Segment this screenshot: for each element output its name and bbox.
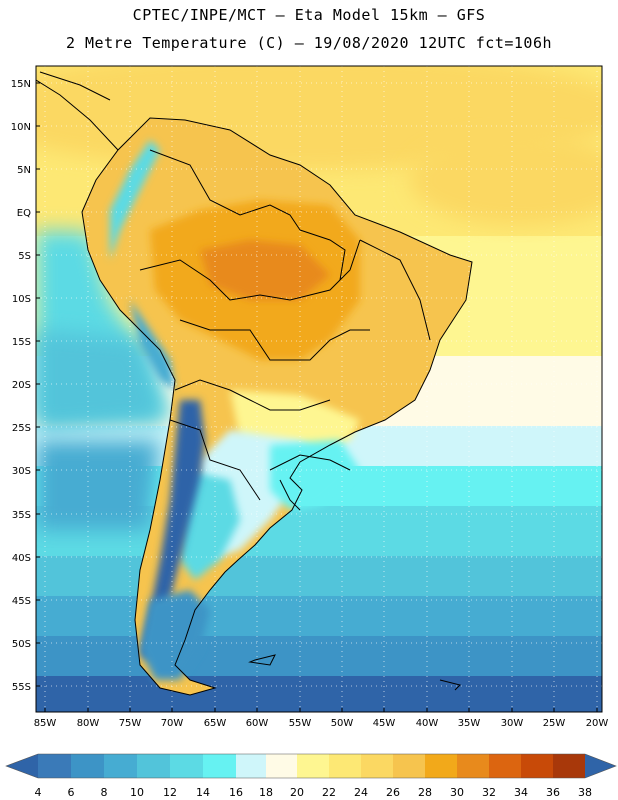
colorbar-swatch	[297, 754, 329, 778]
colorbar-label: 10	[130, 786, 144, 799]
colorbar-swatch	[38, 754, 71, 778]
colorbar-high-arrow	[585, 754, 616, 778]
lon-label: 85W	[34, 718, 57, 729]
lat-label: 5S	[18, 251, 31, 262]
lon-label: 20W	[586, 718, 609, 729]
colorbar-label: 28	[418, 786, 432, 799]
colorbar-label: 4	[35, 786, 42, 799]
colorbar-swatch	[71, 754, 104, 778]
lat-label: 20S	[12, 380, 31, 391]
colorbar-label: 24	[354, 786, 368, 799]
colorbar-label: 18	[259, 786, 273, 799]
lon-label: 80W	[77, 718, 100, 729]
colorbar-label: 22	[322, 786, 336, 799]
colorbar-swatch	[266, 754, 297, 778]
colorbar-swatch	[457, 754, 489, 778]
lon-label: 60W	[246, 718, 269, 729]
lon-label: 70W	[161, 718, 184, 729]
colorbar-label: 12	[163, 786, 177, 799]
colorbar-low-arrow	[6, 754, 38, 778]
colorbar-swatch	[170, 754, 203, 778]
colorbar-label: 30	[450, 786, 464, 799]
colorbar-label: 6	[68, 786, 75, 799]
lat-label: 10N	[11, 122, 31, 133]
lat-label: 25S	[12, 423, 31, 434]
lon-label: 30W	[501, 718, 524, 729]
lat-label: 35S	[12, 510, 31, 521]
colorbar-label: 38	[578, 786, 592, 799]
longitude-axis: 85W 80W 75W 70W 65W 60W 55W 50W 45W 40W …	[34, 708, 609, 729]
lon-label: 35W	[458, 718, 481, 729]
colorbar-swatch	[393, 754, 425, 778]
colorbar-label: 36	[546, 786, 560, 799]
lat-label: 10S	[12, 294, 31, 305]
lon-label: 40W	[416, 718, 439, 729]
lat-label: 40S	[12, 553, 31, 564]
lat-label: 50S	[12, 639, 31, 650]
lat-label: 55S	[12, 682, 31, 693]
colorbar-swatch	[425, 754, 457, 778]
colorbar-label: 34	[514, 786, 528, 799]
lat-label: 15N	[11, 79, 31, 90]
colorbar-swatch	[489, 754, 521, 778]
colorbar-swatch	[361, 754, 393, 778]
lat-label: 5N	[17, 165, 31, 176]
lon-label: 50W	[331, 718, 354, 729]
lon-label: 75W	[119, 718, 142, 729]
colorbar-swatch	[553, 754, 585, 778]
lat-label: 45S	[12, 596, 31, 607]
lon-label: 25W	[543, 718, 566, 729]
lon-label: 65W	[204, 718, 227, 729]
color-legend: 4 6 8 10 12 14 16 18 20 22 24 26 28 30 3…	[5, 753, 617, 799]
colorbar-swatch	[236, 754, 266, 778]
map-title: CPTEC/INPE/MCT – Eta Model 15km – GFS	[132, 6, 486, 24]
colorbar-swatch	[329, 754, 361, 778]
colorbar-label: 16	[229, 786, 243, 799]
map-subtitle: 2 Metre Temperature (C) – 19/08/2020 12U…	[65, 34, 553, 52]
colorbar-label: 26	[386, 786, 400, 799]
colorbar-label: 8	[101, 786, 108, 799]
colorbar-label: 14	[196, 786, 210, 799]
colorbar-swatch	[104, 754, 137, 778]
lat-label: EQ	[17, 208, 31, 219]
lat-label: 15S	[12, 337, 31, 348]
colorbar-swatch	[521, 754, 553, 778]
lon-label: 45W	[373, 718, 396, 729]
colorbar-label: 20	[290, 786, 304, 799]
colorbar-swatch	[203, 754, 236, 778]
colorbar-swatch	[137, 754, 170, 778]
colorbar-label: 32	[482, 786, 496, 799]
map-field	[36, 66, 602, 712]
lon-label: 55W	[289, 718, 312, 729]
latitude-axis: 15N 10N 5N EQ 5S 10S 15S 20S 25S 30S 35S…	[11, 79, 40, 693]
lat-label: 30S	[12, 466, 31, 477]
